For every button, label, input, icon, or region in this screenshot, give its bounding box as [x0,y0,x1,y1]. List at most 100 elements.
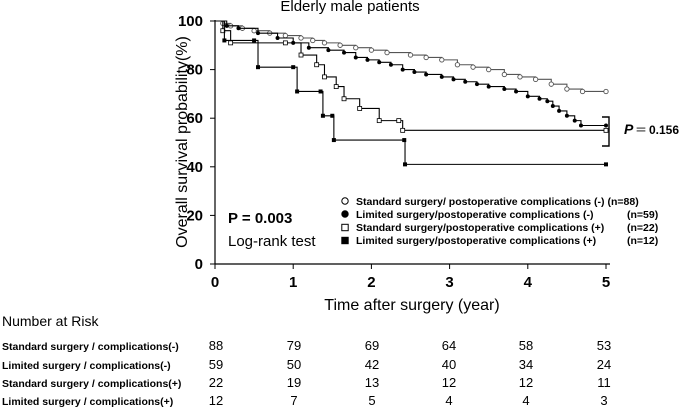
legend: Standard surgery/ postoperative complica… [341,196,658,247]
legend-label-standard-neg: Standard surgery/ postoperative complica… [356,196,639,208]
series-point-2 [525,94,530,99]
risk-table: Number at Risk Standard surgery / compli… [2,313,611,408]
risk-cell: 12 [519,375,533,390]
series-point-2 [306,45,311,50]
survival-curves [215,20,609,167]
series-line-3 [215,20,606,131]
series-point-1 [407,52,414,58]
risk-cell: 3 [600,393,607,408]
legend-item-standard-neg: Standard surgery/ postoperative complica… [341,196,639,208]
risk-row-label: Limited surgery / complications(+) [2,396,173,408]
series-point-2 [537,96,542,101]
series-point-2 [236,26,241,31]
x-tick-label: 2 [367,274,375,291]
y-tick-label: 60 [186,110,203,127]
risk-cell: 19 [287,375,301,390]
risk-cell: 79 [287,338,301,353]
series-point-4 [330,113,335,118]
series-point-2 [557,108,562,113]
risk-cell: 12 [209,393,223,408]
legend-count-limited-pos: (n=12) [627,235,658,247]
series-point-1 [486,66,492,73]
legend-label-standard-pos: Standard surgery/postoperative complicat… [356,222,604,234]
series-point-2 [353,55,358,60]
risk-row-label: Limited surgery / complications(-) [2,360,171,372]
chart-title: Elderly male patients [280,0,419,15]
series-point-4 [402,138,407,143]
x-axis-title: Time after surgery (year) [324,297,499,314]
series-point-2 [256,31,261,36]
y-axis-title: Overall survival probability(%) [174,36,191,248]
series-point-2 [578,123,583,128]
risk-cell: 59 [209,357,223,372]
series-point-4 [256,65,261,70]
series-point-4 [320,113,325,118]
legend-label-limited-neg: Limited surgery/postoperative complicati… [356,209,593,221]
risk-cell: 58 [519,338,533,353]
series-point-4 [222,38,227,43]
risk-cell: 4 [445,393,452,408]
series-point-3 [228,40,234,46]
series-point-2 [486,84,491,89]
series-point-1 [298,35,304,41]
series-point-2 [451,77,456,82]
series-point-1 [454,62,461,68]
series-point-2 [388,62,393,67]
risk-table-heading: Number at Risk [2,313,99,329]
series-point-3 [322,74,327,80]
risk-cell: 50 [287,357,301,372]
series-point-3 [298,52,304,58]
y-tick-label: 40 [186,159,203,176]
series-point-1 [564,86,570,92]
series-point-3 [603,127,609,133]
logrank-label: Log-rank test [228,233,316,250]
series-point-2 [550,104,555,109]
series-point-3 [396,118,402,124]
risk-cell: 53 [597,338,611,353]
series-point-1 [353,45,359,51]
series-point-1 [470,64,476,70]
series-point-2 [365,57,370,62]
legend-count-limited-neg: (n=59) [627,209,658,221]
series-point-2 [326,48,331,53]
legend-label-limited-pos: Limited surgery/postoperative complicati… [356,235,596,247]
risk-cell: 42 [365,357,379,372]
series-point-2 [572,118,577,123]
x-tick-label: 5 [602,274,610,291]
legend-item-standard-pos: Standard surgery/postoperative complicat… [341,222,658,234]
series-point-4 [604,162,608,167]
series-point-2 [564,113,569,118]
series-point-3 [333,84,339,90]
risk-cell: 13 [365,375,379,390]
risk-cell: 24 [597,357,611,372]
series-point-2 [545,99,550,104]
series-point-4 [295,89,300,94]
bracket-p-equals: ＝ [635,123,647,137]
series-point-1 [310,37,316,44]
series-point-2 [604,123,608,128]
series-point-3 [341,96,347,102]
risk-cell: 40 [442,357,456,372]
x-tick-label: 0 [211,274,219,291]
legend-item-limited-pos: Limited surgery/postoperative complicati… [341,235,658,247]
series-point-4 [252,38,257,43]
x-tick-label: 4 [524,274,533,291]
risk-cell: 12 [442,375,456,390]
series-line-2 [215,20,606,127]
series-point-1 [603,88,609,95]
series-point-4 [318,89,323,94]
series-point-1 [548,81,554,87]
series-point-4 [331,138,336,143]
series-point-1 [517,74,523,80]
series-point-1 [532,76,539,82]
series-point-2 [474,82,479,87]
legend-count-standard-pos: (n=22) [627,222,658,234]
y-tick-label: 20 [186,207,203,224]
series-point-4 [291,65,296,70]
legend-item-limited-neg: Limited surgery/postoperative complicati… [341,209,658,221]
risk-row-label: Standard surgery / complications(+) [2,378,181,390]
y-tick-label: 80 [186,62,203,79]
risk-cell: 22 [209,375,223,390]
risk-table-rows: Standard surgery / complications(-) 88 79 6… [2,338,611,408]
